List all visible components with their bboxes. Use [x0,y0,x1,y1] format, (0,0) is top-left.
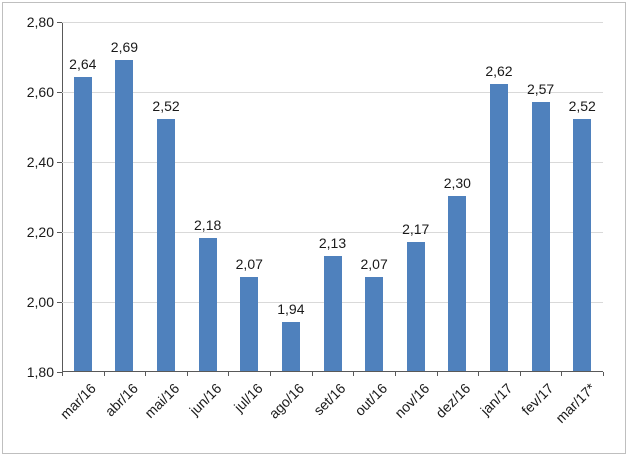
y-axis-tick [57,162,62,163]
y-axis-tick [57,302,62,303]
bar-value-label: 2,64 [69,56,97,72]
bar-value-label: 2,52 [568,98,596,114]
x-axis-tick-label: out/16 [351,380,391,419]
bar-value-label: 1,94 [277,301,305,317]
y-axis-line [62,22,63,372]
x-axis-tick-label: set/16 [310,380,349,419]
bar [489,84,508,371]
bar [448,196,467,371]
x-axis-tick-label: dez/16 [432,380,474,422]
x-axis-tick-label: ago/16 [265,380,308,422]
bar-value-label: 2,17 [402,220,430,237]
bar-value-label: 2,69 [110,38,139,55]
y-axis-tick-label: 2,80 [26,14,54,30]
bar [365,276,384,371]
x-axis-tick [478,372,480,376]
y-axis-tick-label: 2,60 [26,84,54,100]
bar [157,119,176,371]
bar [573,119,592,371]
bar [73,77,92,371]
x-axis-tick [394,372,396,376]
y-axis-tick [57,22,62,23]
x-axis-tick [145,372,147,376]
x-axis-tick [519,372,521,376]
y-axis-tick [57,92,62,93]
bar-value-label: 2,57 [526,80,555,97]
x-axis-tick-label: jan/17 [476,380,516,419]
bar-value-label: 2,13 [318,234,347,251]
x-axis-tick [436,372,438,376]
bar [323,255,342,371]
bar [531,101,550,371]
x-axis-tick [561,372,563,376]
plot-area: 2,64 2,69 2,52 2,18 2,07 1,94 2,13 2,07 2,17 2,30… [62,22,603,372]
x-axis-tick [103,372,105,376]
gridline [62,162,603,163]
x-axis-tick-label: jul/16 [230,380,266,415]
x-axis-tick [228,372,230,376]
x-axis-tick-label: mar/17* [552,380,599,426]
bar [281,322,300,371]
bar-value-label: 2,07 [360,255,388,272]
gridline [62,232,603,233]
gridline [62,22,603,23]
bar-value-label: 2,30 [443,175,471,191]
x-axis-line [62,371,603,372]
bar [198,238,217,371]
x-axis-tick-label: fev/17 [518,380,557,419]
x-axis-tick-label: jun/16 [185,380,224,419]
x-axis-tick [353,372,355,376]
x-axis-tick [603,372,604,376]
x-axis-tick [186,372,188,376]
bar [406,241,425,371]
y-axis-tick-label: 2,00 [26,294,54,310]
x-axis-tick [62,372,63,376]
gridline [62,92,603,93]
y-axis-tick [57,372,62,373]
y-axis-tick [57,232,62,233]
x-axis-tick-label: mar/16 [56,380,100,423]
y-axis-tick-label: 1,80 [26,364,54,380]
x-axis-tick-label: nov/16 [391,380,433,422]
bar [115,59,134,371]
y-axis-tick-label: 2,20 [26,224,54,240]
x-axis-tick [270,372,272,376]
bar-value-label: 2,52 [152,98,180,114]
bar-value-label: 2,07 [235,255,263,272]
bar-value-label: 2,62 [485,63,513,79]
y-axis-tick-label: 2,40 [26,154,54,170]
x-axis-tick [311,372,313,376]
x-axis-tick-label: mai/16 [141,380,183,422]
bar-value-label: 2,18 [194,217,222,233]
bar [240,276,259,371]
x-axis-tick-label: abr/16 [101,380,141,420]
